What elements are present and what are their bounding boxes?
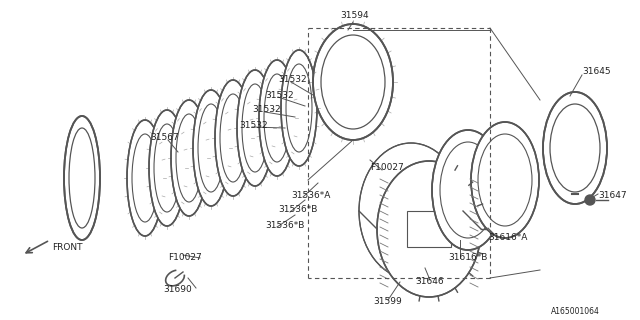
- Ellipse shape: [64, 116, 100, 240]
- Text: 31536*B: 31536*B: [265, 220, 305, 229]
- FancyBboxPatch shape: [407, 211, 451, 247]
- Text: 31594: 31594: [340, 12, 369, 20]
- Circle shape: [585, 195, 595, 205]
- Ellipse shape: [215, 80, 251, 196]
- Ellipse shape: [149, 110, 185, 226]
- Ellipse shape: [237, 70, 273, 186]
- Ellipse shape: [432, 130, 504, 250]
- Text: F10027: F10027: [370, 164, 404, 172]
- Text: 31532: 31532: [252, 106, 280, 115]
- Text: 31647: 31647: [598, 191, 627, 201]
- Text: 31690: 31690: [163, 285, 192, 294]
- Text: 31532: 31532: [265, 91, 294, 100]
- Text: 31536*B: 31536*B: [278, 205, 317, 214]
- Ellipse shape: [471, 122, 539, 238]
- Text: A165001064: A165001064: [551, 308, 600, 316]
- Ellipse shape: [359, 143, 463, 279]
- Ellipse shape: [313, 24, 393, 140]
- Text: F10027: F10027: [168, 253, 202, 262]
- Text: 31645: 31645: [582, 68, 611, 76]
- Text: 31532: 31532: [239, 121, 268, 130]
- Ellipse shape: [543, 92, 607, 204]
- Text: 31536*A: 31536*A: [291, 190, 330, 199]
- Text: 31646: 31646: [416, 277, 444, 286]
- Text: 31616*A: 31616*A: [488, 234, 527, 243]
- Ellipse shape: [127, 120, 163, 236]
- Ellipse shape: [377, 161, 481, 297]
- Text: 31599: 31599: [374, 298, 403, 307]
- Text: 31616*B: 31616*B: [448, 253, 488, 262]
- Ellipse shape: [281, 50, 317, 166]
- Text: FRONT: FRONT: [52, 244, 83, 252]
- Text: 31532: 31532: [278, 76, 307, 84]
- Ellipse shape: [259, 60, 295, 176]
- Text: 31567: 31567: [150, 133, 179, 142]
- Ellipse shape: [171, 100, 207, 216]
- Ellipse shape: [193, 90, 229, 206]
